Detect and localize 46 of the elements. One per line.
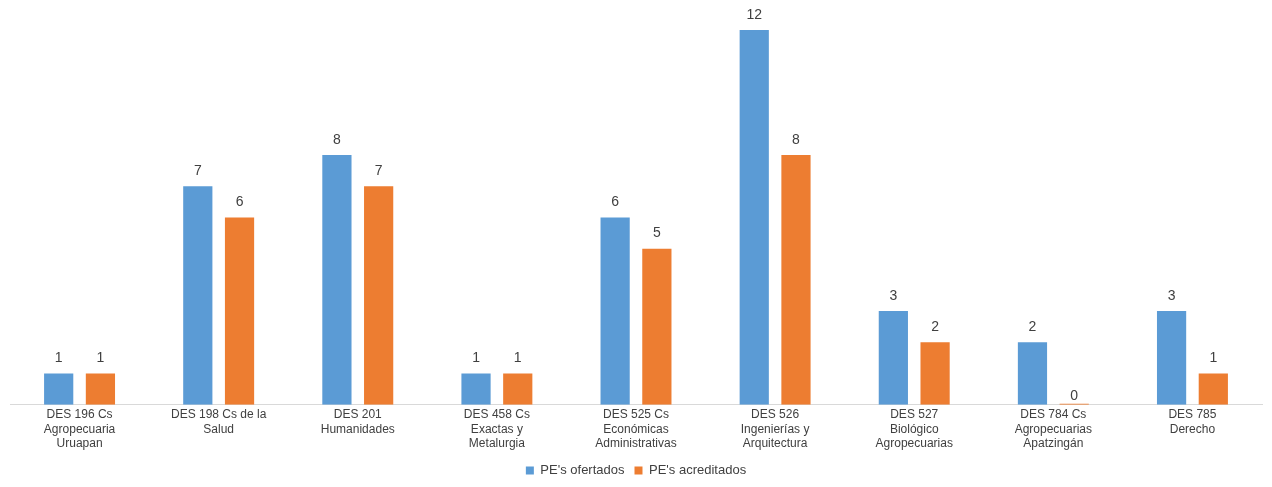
x-tick-label: DES 196 Cs Agropecuaria Uruapan bbox=[43, 407, 116, 451]
data-label: 8 bbox=[333, 130, 342, 147]
data-label: 7 bbox=[374, 162, 383, 179]
bar bbox=[503, 373, 533, 405]
bar bbox=[739, 30, 769, 405]
data-label: 1 bbox=[1209, 349, 1218, 366]
bar bbox=[920, 342, 950, 405]
legend-label: PE's ofertados bbox=[540, 462, 625, 478]
bar bbox=[322, 154, 352, 405]
data-label: 7 bbox=[193, 162, 202, 179]
data-label: 2 bbox=[1028, 318, 1037, 335]
x-tick-label: DES 526 Ingenierías y Arquitectura bbox=[740, 407, 810, 451]
bar bbox=[1198, 373, 1228, 405]
bar bbox=[183, 186, 213, 405]
data-label: 1 bbox=[96, 349, 105, 366]
bar bbox=[44, 373, 74, 405]
x-tick-label: DES 201 Humanidades bbox=[320, 407, 395, 436]
bar bbox=[781, 154, 811, 405]
x-tick-label: DES 784 Cs Agropecuarias Apatzingán bbox=[1014, 407, 1093, 451]
bar bbox=[85, 373, 116, 405]
data-label: 12 bbox=[746, 5, 763, 22]
bar bbox=[600, 217, 630, 405]
x-tick-label: DES 527 Biológico Agropecuarias bbox=[875, 407, 953, 451]
data-label: 0 bbox=[1070, 386, 1079, 403]
x-tick-label: DES 525 Cs Económicas Administrativas bbox=[595, 407, 677, 451]
data-label: 1 bbox=[54, 349, 63, 366]
data-label: 6 bbox=[235, 193, 244, 210]
bar bbox=[461, 373, 491, 405]
data-label: 1 bbox=[513, 349, 522, 366]
x-tick-label: DES 198 Cs de la Salud bbox=[170, 407, 267, 436]
bar bbox=[878, 311, 908, 405]
data-label: 8 bbox=[792, 130, 801, 147]
bar bbox=[364, 186, 394, 405]
legend-label: PE's acreditados bbox=[649, 462, 747, 478]
data-label: 3 bbox=[889, 286, 898, 303]
data-label: 6 bbox=[611, 193, 620, 210]
data-label: 3 bbox=[1167, 286, 1176, 303]
bar bbox=[642, 248, 672, 405]
data-label: 1 bbox=[472, 349, 481, 366]
bar bbox=[224, 217, 255, 405]
x-tick-label: DES 785 Derecho bbox=[1168, 407, 1217, 436]
bar bbox=[1156, 311, 1187, 405]
data-label: 2 bbox=[931, 318, 940, 335]
data-label: 5 bbox=[652, 224, 661, 241]
bar bbox=[1017, 342, 1048, 405]
x-tick-label: DES 458 Cs Exactas y Metalurgia bbox=[463, 407, 530, 451]
